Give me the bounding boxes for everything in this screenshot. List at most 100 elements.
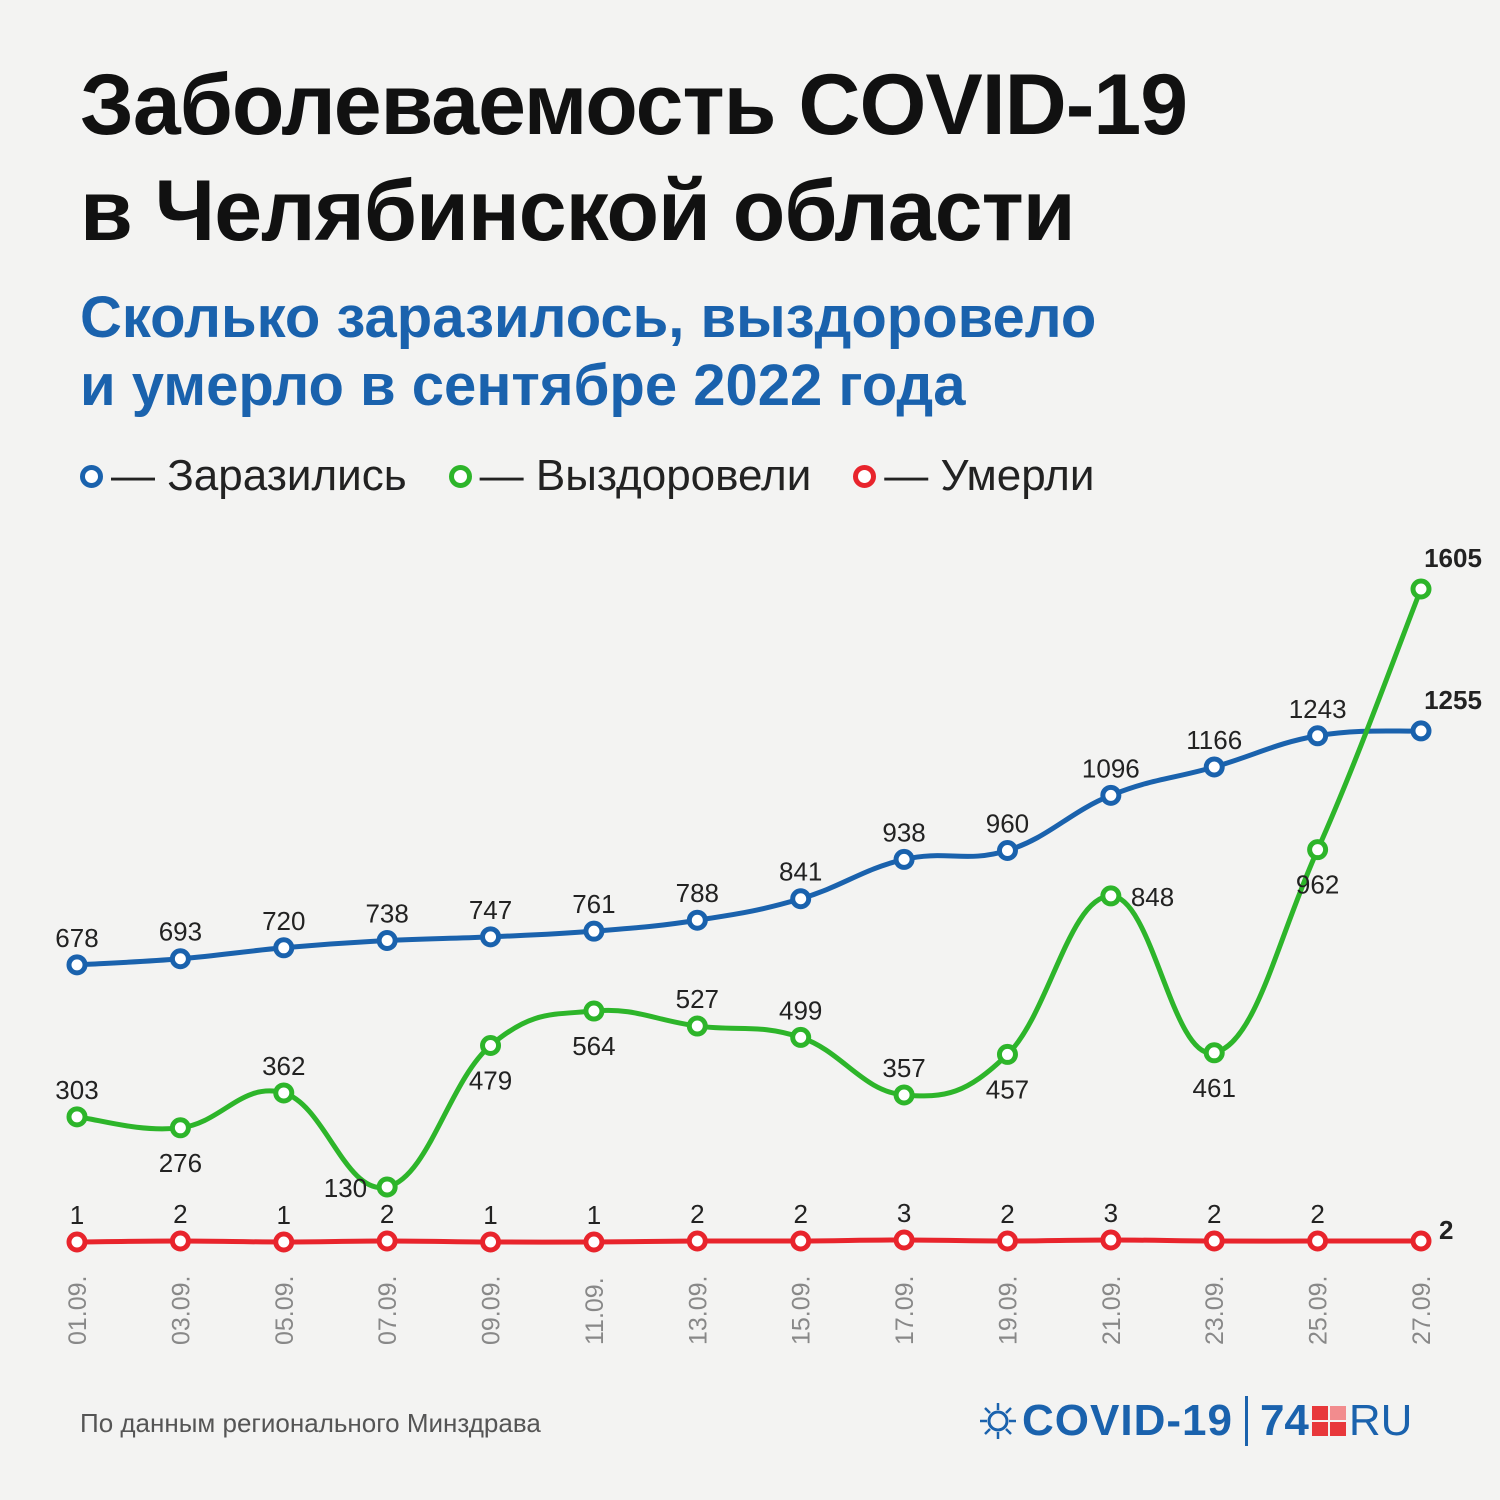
point-died-7 — [790, 1230, 812, 1252]
point-died-0 — [66, 1231, 88, 1253]
data-label-died-1: 2 — [173, 1199, 187, 1229]
point-infected-11 — [1203, 756, 1225, 778]
data-label-recovered-3: 130 — [324, 1173, 367, 1203]
logo-covid-text: COVID-19 — [1022, 1396, 1233, 1445]
data-label-died-3: 2 — [380, 1199, 394, 1229]
point-recovered-11 — [1203, 1042, 1225, 1064]
point-recovered-3 — [376, 1176, 398, 1198]
x-tick-label-7: 15.09. — [788, 1275, 816, 1345]
point-recovered-6 — [686, 1015, 708, 1037]
logo-number-text: 74 — [1259, 1396, 1309, 1445]
series-line-died — [74, 1237, 1424, 1245]
data-label-recovered-9: 457 — [986, 1074, 1029, 1104]
data-label-recovered-5: 564 — [572, 1031, 615, 1061]
x-tick-label-0: 01.09. — [64, 1275, 92, 1345]
legend-marker-infected — [80, 464, 103, 488]
x-tick-label-6: 13.09. — [684, 1275, 712, 1345]
legend: — Заразились — Выздоровели — Умерли — [80, 448, 1136, 504]
logo: COVID-19 74 RU — [978, 1388, 1412, 1454]
point-recovered-4 — [480, 1035, 502, 1057]
data-label-died-10: 3 — [1104, 1198, 1118, 1228]
x-tick-label-9: 19.09. — [994, 1275, 1022, 1345]
point-infected-0 — [66, 954, 88, 976]
x-tick-label-5: 11.09. — [581, 1277, 609, 1345]
legend-item-recovered: — Выздоровели — [448, 451, 811, 501]
logo-separator — [1244, 1396, 1248, 1446]
data-label-infected-9: 960 — [986, 808, 1029, 838]
point-recovered-10 — [1100, 885, 1122, 907]
point-infected-2 — [273, 937, 295, 959]
virus-icon — [980, 1403, 1016, 1439]
point-died-6 — [686, 1230, 708, 1252]
point-died-3 — [376, 1230, 398, 1252]
data-label-infected-2: 720 — [262, 906, 305, 936]
data-label-recovered-11: 461 — [1193, 1073, 1236, 1103]
point-infected-4 — [480, 926, 502, 948]
point-infected-10 — [1100, 784, 1122, 806]
x-tick-label-2: 05.09. — [271, 1275, 299, 1345]
point-recovered-8 — [893, 1084, 915, 1106]
point-died-1 — [169, 1230, 191, 1252]
data-label-recovered-4: 479 — [469, 1066, 512, 1096]
point-infected-12 — [1307, 725, 1329, 747]
legend-marker-died — [853, 464, 877, 488]
data-label-died-9: 2 — [1000, 1199, 1014, 1229]
point-recovered-9 — [996, 1043, 1018, 1065]
x-tick-label-3: 07.09. — [374, 1275, 402, 1345]
data-label-recovered-2: 362 — [262, 1051, 305, 1081]
point-died-2 — [273, 1231, 295, 1253]
data-label-recovered-6: 527 — [676, 984, 719, 1014]
legend-item-died: — Умерли — [853, 451, 1094, 501]
subtitle-line-1: Сколько заразилось, выздоровело — [80, 285, 1097, 350]
legend-marker-recovered — [448, 464, 472, 488]
data-label-recovered-13: 1605 — [1424, 543, 1482, 573]
point-died-12 — [1307, 1230, 1329, 1252]
x-tick-label-10: 21.09. — [1098, 1275, 1126, 1345]
point-infected-8 — [893, 848, 915, 870]
data-label-died-7: 2 — [793, 1199, 807, 1229]
data-label-infected-13: 1255 — [1424, 685, 1482, 715]
legend-label-infected: — Заразились — [111, 451, 407, 500]
data-label-recovered-1: 276 — [159, 1148, 202, 1178]
data-label-infected-0: 678 — [55, 923, 98, 953]
point-recovered-7 — [790, 1026, 812, 1048]
data-label-infected-7: 841 — [779, 857, 822, 887]
legend-label-died: — Умерли — [884, 451, 1095, 500]
data-label-infected-4: 747 — [469, 895, 512, 925]
point-recovered-0 — [66, 1106, 88, 1128]
x-tick-label-1: 03.09. — [167, 1275, 195, 1345]
data-label-died-8: 3 — [897, 1198, 911, 1228]
point-recovered-12 — [1307, 839, 1329, 861]
chart-title: Заболеваемость COVID-19 в Челябинской об… — [80, 52, 1188, 264]
data-label-recovered-0: 303 — [55, 1075, 98, 1105]
data-label-died-12: 2 — [1310, 1199, 1324, 1229]
point-infected-3 — [376, 930, 398, 952]
point-infected-13 — [1410, 720, 1432, 742]
data-label-infected-10: 1096 — [1082, 753, 1140, 783]
source-note: По данным регионального Минздрава — [80, 1408, 541, 1438]
point-died-8 — [893, 1229, 915, 1251]
point-infected-9 — [996, 839, 1018, 861]
x-tick-label-8: 17.09. — [891, 1275, 919, 1345]
data-label-infected-11: 1166 — [1186, 725, 1242, 755]
point-died-11 — [1203, 1230, 1225, 1252]
title-line-2: в Челябинской области — [80, 163, 1076, 259]
data-label-infected-3: 738 — [365, 899, 408, 929]
legend-item-infected: — Заразились — [80, 451, 407, 501]
point-died-13 — [1410, 1230, 1432, 1252]
data-label-recovered-12: 962 — [1296, 870, 1339, 900]
data-label-infected-5: 761 — [572, 889, 615, 919]
x-tick-label-11: 23.09. — [1201, 1275, 1229, 1345]
data-label-recovered-8: 357 — [882, 1053, 925, 1083]
data-label-died-0: 1 — [70, 1200, 84, 1230]
x-tick-label-4: 09.09. — [478, 1275, 506, 1345]
point-recovered-1 — [169, 1117, 191, 1139]
data-label-infected-6: 788 — [676, 878, 719, 908]
point-infected-1 — [169, 948, 191, 970]
point-died-9 — [996, 1230, 1018, 1252]
point-died-10 — [1100, 1229, 1122, 1251]
point-died-4 — [480, 1231, 502, 1253]
data-label-infected-12: 1243 — [1289, 694, 1347, 724]
title-line-1: Заболеваемость COVID-19 — [80, 57, 1188, 153]
